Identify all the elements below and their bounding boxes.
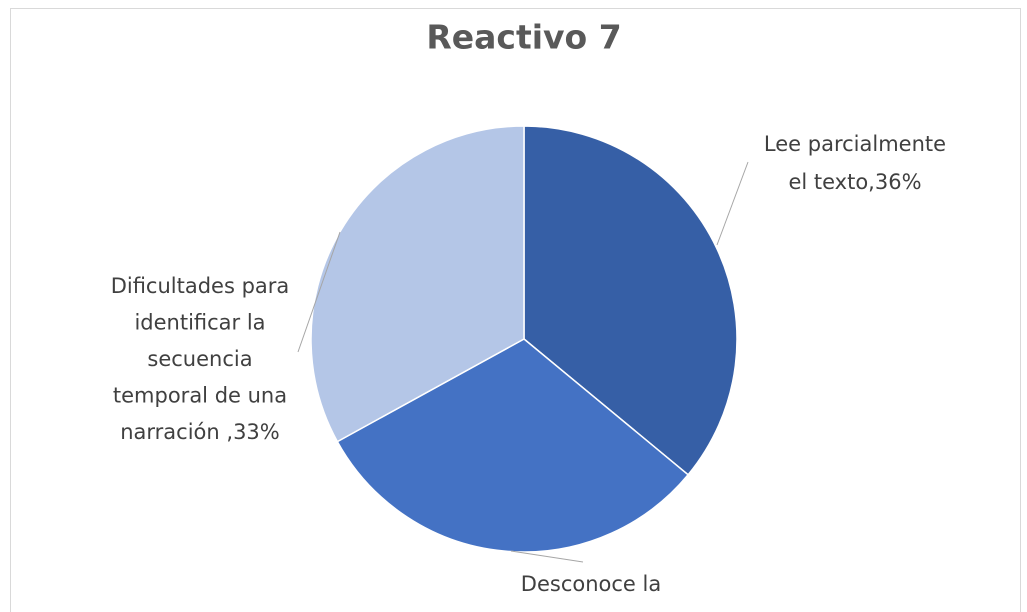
leader-line [510,550,584,563]
pie [310,125,738,553]
leader-line [716,161,749,246]
data-label: identificar la [134,311,265,335]
data-label: Dificultades para [111,274,290,298]
labels: Lee parcialmente el texto,36% Desconoce la… [111,132,946,596]
pie-slice [336,338,690,553]
data-label: secuencia [147,347,252,371]
data-label: Lee parcialmente [764,132,946,156]
leader-line [297,231,341,353]
chart-title: Reactivo 7 [426,18,621,57]
data-label: temporal de una [113,384,287,408]
data-label: Desconoce la [521,572,661,596]
data-label: el texto,36% [788,170,921,194]
data-label: narración ,33% [120,420,280,444]
pie-slice [310,125,525,443]
pie-slice [523,125,738,476]
